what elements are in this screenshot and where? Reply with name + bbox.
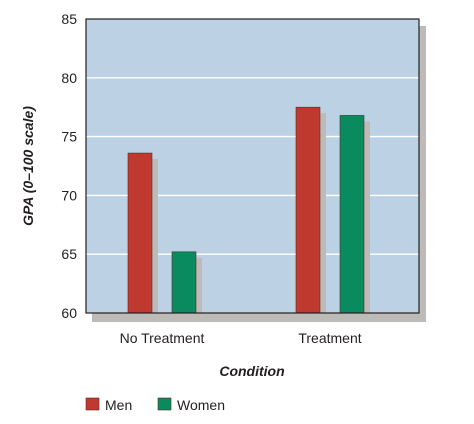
bar-women-no-treatment xyxy=(171,251,197,314)
legend-swatch-men xyxy=(85,397,100,411)
bar-women-treatment xyxy=(339,115,365,314)
bars xyxy=(127,106,370,314)
legend: Men Women xyxy=(85,397,225,413)
x-axis-title: Condition xyxy=(219,363,284,379)
bar-men-treatment xyxy=(295,106,321,314)
plot-border xyxy=(85,18,420,314)
y-tick-label: 75 xyxy=(61,129,77,145)
y-tick-label: 70 xyxy=(61,187,77,203)
y-tick-label: 80 xyxy=(61,70,77,86)
y-tick-label: 65 xyxy=(61,246,77,262)
x-tick-label: No Treatment xyxy=(120,330,205,346)
y-tick-label: 85 xyxy=(61,11,77,27)
x-tick-labels: No Treatment Treatment xyxy=(120,330,362,346)
legend-label-women: Women xyxy=(177,397,225,413)
x-tick-label: Treatment xyxy=(298,330,361,346)
y-tick-labels: 60 65 70 75 80 85 xyxy=(61,11,77,321)
legend-label-men: Men xyxy=(105,397,132,413)
bar-men-no-treatment xyxy=(127,152,153,314)
y-axis-title: GPA (0–100 scale) xyxy=(20,106,36,226)
y-tick-label: 60 xyxy=(61,305,77,321)
legend-swatch-women xyxy=(157,397,172,411)
